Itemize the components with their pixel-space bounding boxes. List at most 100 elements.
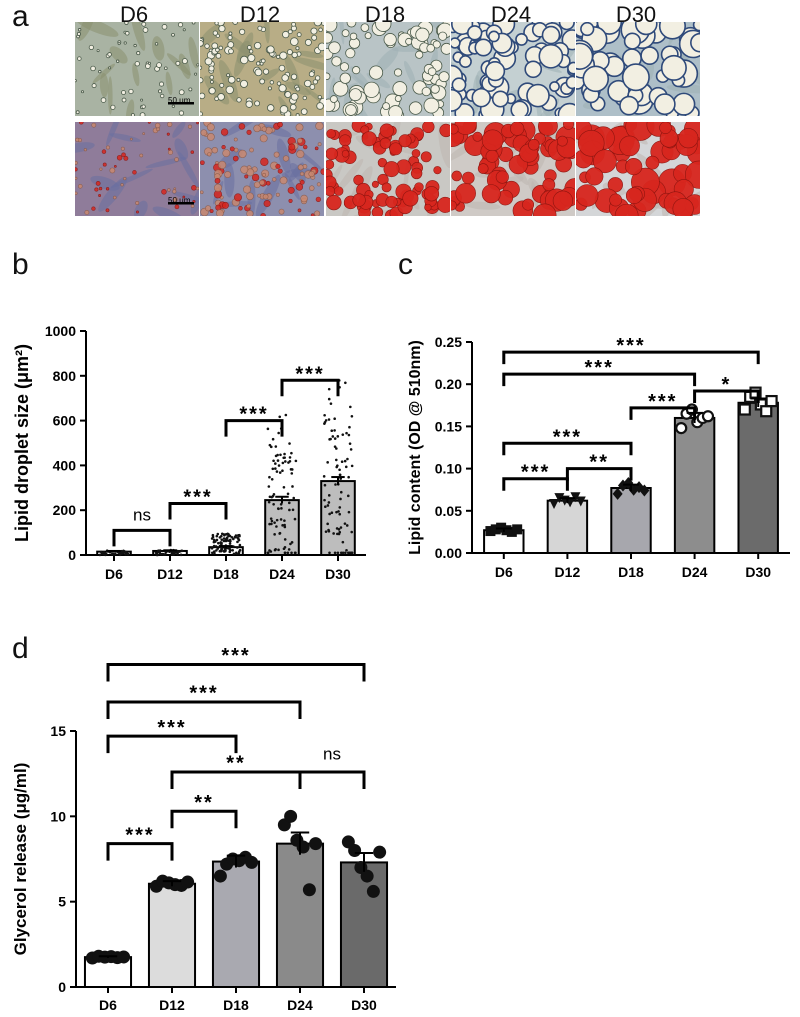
scatter-point	[220, 534, 223, 538]
lipid-droplet	[346, 22, 357, 28]
lipid-droplet	[254, 68, 263, 77]
lipid-droplet	[288, 143, 296, 151]
lipid-droplet	[302, 144, 308, 150]
lipid-droplet	[227, 41, 235, 48]
scatter-point	[228, 542, 232, 545]
lipid-droplet	[110, 104, 116, 110]
cell-shape	[109, 46, 128, 64]
lipid-droplet	[402, 190, 419, 207]
scatter-point	[324, 419, 328, 422]
lipid-droplet	[240, 165, 249, 174]
significance-bracket	[502, 477, 569, 491]
lipid-droplet	[75, 167, 78, 172]
scatter-point	[273, 533, 276, 536]
scatter-point	[112, 552, 115, 556]
significance-bracket	[106, 734, 238, 754]
scatter-point	[293, 551, 297, 555]
lipid-droplet	[423, 97, 440, 114]
scatter-point	[275, 525, 278, 528]
lipid-droplet	[159, 93, 165, 99]
scatter-point	[237, 537, 240, 541]
scatter-point	[267, 500, 271, 504]
scale-bar	[168, 202, 194, 205]
lipid-droplet	[217, 160, 227, 170]
significance-label: ***	[239, 404, 268, 426]
lipid-droplet	[123, 155, 129, 161]
scatter-point	[340, 460, 344, 464]
scatter-point	[283, 525, 287, 529]
lipid-droplet	[420, 151, 432, 163]
scatter-point	[344, 465, 348, 469]
scatter-point	[126, 552, 130, 556]
scatter-point	[336, 435, 340, 438]
lipid-droplet	[259, 179, 265, 186]
significance-bracket	[502, 441, 633, 456]
x-tick-label-d24: D24	[287, 997, 313, 1013]
scatter-point	[163, 553, 167, 556]
lipid-droplet	[128, 88, 134, 95]
lipid-droplet	[124, 22, 129, 25]
lipid-droplet	[148, 61, 151, 65]
lipid-droplet	[326, 128, 336, 139]
y-tick-label: 200	[53, 502, 77, 518]
lipid-droplet	[326, 194, 342, 211]
cell-shape	[132, 63, 140, 87]
lipid-droplet	[625, 157, 643, 176]
x-tick-label-d18: D18	[213, 566, 239, 582]
lipid-droplet	[278, 84, 287, 93]
scatter-point	[274, 445, 278, 448]
data-point	[302, 883, 316, 897]
oil-red-o-micrograph-d12	[200, 122, 324, 216]
significance-label: **	[589, 452, 609, 474]
scatter-point	[158, 549, 161, 553]
lipid-droplet	[167, 149, 173, 155]
scatter-point	[278, 471, 282, 474]
lipid-droplet	[360, 23, 370, 32]
lipid-droplet	[454, 122, 477, 136]
scatter-point	[213, 540, 217, 543]
cell-shape	[233, 32, 254, 77]
lipid-droplet	[81, 90, 84, 94]
data-point	[501, 525, 512, 536]
x-tick-label-d6: D6	[495, 564, 513, 580]
lipid-droplet	[290, 73, 298, 80]
lipid-droplet	[121, 152, 126, 158]
scatter-point	[283, 519, 286, 522]
cell-shape	[293, 57, 324, 72]
lipid-droplet	[339, 72, 351, 84]
data-point	[549, 499, 560, 510]
brightfield-micrograph-d18	[326, 22, 450, 116]
scatter-point	[283, 538, 287, 541]
y-tick-label: 0	[58, 979, 66, 995]
scatter-point	[236, 540, 239, 544]
lipid-droplet	[455, 182, 476, 204]
lipid-droplet	[129, 137, 133, 141]
y-tick-label: 0.00	[435, 545, 462, 561]
y-tick-label: 0.05	[435, 503, 462, 519]
scatter-point	[288, 442, 291, 445]
lipid-droplet	[239, 79, 248, 88]
scatter-point	[283, 551, 287, 555]
lipid-droplet	[328, 41, 341, 54]
data-point	[765, 394, 778, 408]
lipid-droplet	[266, 45, 275, 54]
scatter-point	[179, 553, 183, 557]
lipid-droplet	[484, 60, 506, 82]
scatter-point	[288, 460, 292, 463]
lipid-droplet	[91, 206, 96, 211]
lipid-droplet	[383, 161, 400, 178]
lipid-droplet	[426, 43, 435, 53]
scatter-point	[292, 496, 296, 500]
lipid-droplet	[113, 164, 117, 168]
scatter-point	[347, 475, 350, 479]
lipid-droplet	[439, 123, 450, 138]
lipid-droplet	[472, 131, 483, 142]
lipid-droplet	[200, 111, 203, 116]
scatter-point	[277, 431, 280, 435]
cell-shape	[264, 22, 270, 44]
bar-d12	[546, 499, 589, 554]
lipid-droplet	[393, 68, 403, 77]
lipid-droplet	[690, 32, 700, 53]
lipid-droplet	[541, 25, 561, 45]
lipid-droplet	[609, 193, 623, 207]
